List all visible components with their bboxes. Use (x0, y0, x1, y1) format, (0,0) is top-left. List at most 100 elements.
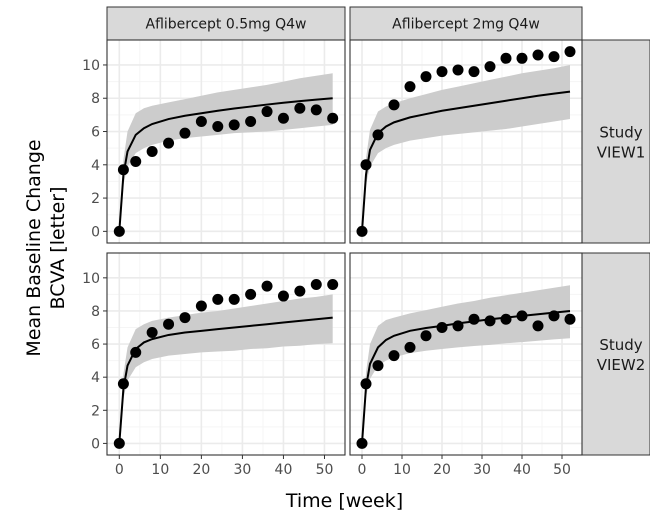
observed-point (516, 52, 528, 64)
observed-point (420, 330, 432, 342)
observed-point (130, 155, 142, 167)
y-axis-title-line: Mean Baseline Change (23, 139, 45, 356)
observed-point (452, 320, 464, 332)
observed-point (327, 278, 339, 290)
strip-label-line: Study (599, 124, 642, 142)
panel-2 (349, 39, 583, 244)
x-axis-title: Time [week] (285, 490, 403, 512)
y-tick-label: 0 (91, 224, 100, 240)
observed-point (500, 313, 512, 325)
observed-point (436, 322, 448, 334)
x-tick-label: 40 (275, 462, 293, 478)
observed-point (548, 310, 560, 322)
strip-label: Aflibercept 0.5mg Q4w (146, 17, 307, 33)
observed-point (228, 119, 240, 131)
observed-point (360, 378, 372, 390)
strip-label: Study VIEW1 (597, 124, 646, 162)
observed-point (261, 106, 273, 118)
observed-point (212, 121, 224, 133)
prediction-interval-ribbon (362, 285, 570, 444)
observed-point (195, 116, 207, 128)
observed-point (516, 310, 528, 322)
y-tick-label: 4 (91, 158, 100, 174)
observed-point (117, 378, 129, 390)
observed-point (195, 300, 207, 312)
y-tick-label: 6 (91, 337, 100, 353)
strip-background (106, 6, 346, 41)
prediction-interval-ribbon (119, 294, 333, 444)
y-axis-title-line: BCVA [letter] (47, 187, 69, 310)
y-tick-label: 10 (82, 58, 100, 74)
observed-point (163, 137, 175, 149)
panel-border (349, 39, 583, 244)
strip-label: Aflibercept 2mg Q4w (392, 17, 540, 33)
x-tick-label: 30 (473, 462, 491, 478)
observed-point (310, 278, 322, 290)
panel-1 (106, 39, 346, 244)
observed-point (277, 112, 289, 124)
prediction-interval-ribbon (362, 64, 570, 232)
observed-point (532, 49, 544, 61)
observed-point (212, 293, 224, 305)
y-tick-label: 0 (91, 436, 100, 452)
y-tick-label: 8 (91, 91, 100, 107)
x-tick-label: 0 (358, 462, 367, 478)
prediction-interval-ribbon (119, 73, 333, 232)
observed-point (468, 313, 480, 325)
facet-strip-col-2: Aflibercept 2mg Q4w (349, 6, 583, 41)
observed-point (436, 66, 448, 78)
observed-point (372, 129, 384, 141)
panel-border (349, 252, 583, 456)
x-tick-label: 30 (233, 462, 251, 478)
facet-strip-col-1: Aflibercept 0.5mg Q4w (106, 6, 346, 41)
y-tick-label: 10 (82, 271, 100, 287)
observed-point (548, 51, 560, 63)
observed-point (420, 71, 432, 83)
y-tick-label: 2 (91, 191, 100, 207)
observed-point (261, 280, 273, 292)
facet-strip-row-1: Study VIEW1 (581, 39, 650, 244)
observed-point (130, 346, 142, 358)
y-tick-label: 4 (91, 370, 100, 386)
observed-point (310, 104, 322, 116)
observed-point (245, 288, 257, 300)
observed-point (146, 145, 158, 157)
observed-point (113, 225, 125, 237)
observed-point (372, 360, 384, 372)
observed-point (113, 437, 125, 449)
observed-point (532, 320, 544, 332)
observed-point (356, 437, 368, 449)
y-tick-label: 8 (91, 304, 100, 320)
observed-point (564, 46, 576, 58)
y-axis-title: Mean Baseline Change BCVA [letter] (23, 139, 69, 356)
strip-background (581, 252, 650, 456)
observed-point (484, 61, 496, 73)
observed-point (484, 315, 496, 327)
x-tick-label: 40 (513, 462, 531, 478)
x-tick-label: 50 (316, 462, 334, 478)
x-tick-label: 10 (393, 462, 411, 478)
observed-point (294, 285, 306, 297)
strip-background (581, 39, 650, 244)
observed-point (179, 312, 191, 324)
x-tick-label: 10 (151, 462, 169, 478)
observed-point (452, 64, 464, 76)
observed-point (294, 102, 306, 114)
panel-border (106, 39, 346, 244)
observed-point (468, 66, 480, 78)
panel-3 (106, 252, 346, 456)
x-tick-label: 50 (553, 462, 571, 478)
panel-4 (349, 252, 583, 456)
strip-label-line: VIEW1 (597, 144, 646, 162)
observed-point (360, 159, 372, 171)
observed-point (146, 326, 158, 338)
x-tick-label: 0 (115, 462, 124, 478)
observed-point (388, 99, 400, 111)
observed-point (500, 52, 512, 64)
model-median-line (118, 97, 333, 232)
x-tick-label: 20 (433, 462, 451, 478)
observed-point (356, 225, 368, 237)
strip-label-line: VIEW2 (597, 356, 646, 374)
observed-point (404, 341, 416, 353)
